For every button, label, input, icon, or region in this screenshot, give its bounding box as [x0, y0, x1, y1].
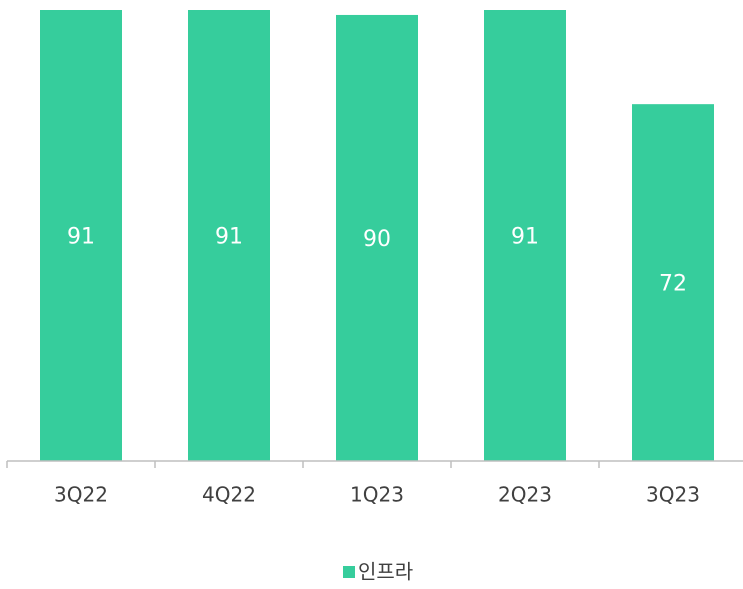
data-label: 91	[215, 225, 243, 250]
legend-swatch	[343, 566, 355, 578]
x-tick-label: 3Q23	[646, 483, 700, 507]
x-tick-label: 3Q22	[54, 483, 108, 507]
x-tick-label: 2Q23	[498, 483, 552, 507]
data-label: 91	[67, 225, 95, 250]
x-tick-label: 1Q23	[350, 483, 404, 507]
legend-label: 인프라	[358, 560, 413, 584]
x-tick-label: 4Q22	[202, 483, 256, 507]
bar	[40, 10, 122, 461]
data-label: 72	[659, 272, 687, 297]
bar	[632, 104, 714, 462]
bar	[336, 14, 418, 461]
data-label: 90	[363, 227, 391, 252]
data-label: 91	[511, 225, 539, 250]
bar	[188, 10, 270, 461]
bar	[484, 10, 566, 461]
